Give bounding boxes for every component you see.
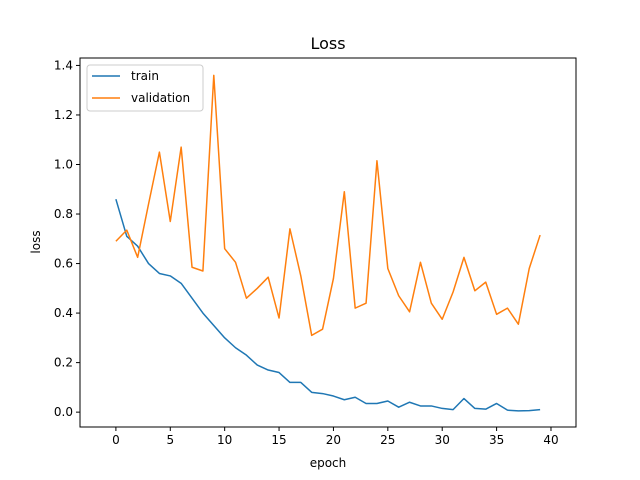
- legend: train validation: [86, 64, 204, 112]
- plot-frame: [79, 57, 577, 428]
- y-tick-label: 0.0: [54, 405, 73, 419]
- x-tick-label: 30: [435, 433, 450, 447]
- y-axis-label: loss: [29, 230, 43, 253]
- x-tick-label: 35: [489, 433, 504, 447]
- x-tick-label: 0: [112, 433, 120, 447]
- y-tick-label: 1.0: [54, 157, 73, 171]
- x-tick-label: 25: [380, 433, 395, 447]
- x-tick-label: 20: [326, 433, 341, 447]
- y-tick-label: 1.4: [54, 58, 73, 72]
- plot-area: [115, 74, 541, 412]
- x-tick-label: 40: [543, 433, 558, 447]
- y-tick-label: 0.2: [54, 356, 73, 370]
- chart-title: Loss: [310, 34, 345, 53]
- x-axis-label: epoch: [310, 456, 347, 470]
- legend-label-validation: validation: [131, 91, 190, 105]
- x-tick-label: 5: [166, 433, 174, 447]
- y-tick-label: 0.6: [54, 257, 73, 271]
- x-tick-label: 10: [217, 433, 232, 447]
- y-axis: 0.0 0.2 0.4 0.6 0.8 1.0 1.2 1.4: [54, 58, 80, 419]
- series-line-validation: [115, 74, 541, 337]
- y-tick-label: 1.2: [54, 108, 73, 122]
- y-tick-label: 0.8: [54, 207, 73, 221]
- series-line-train: [115, 198, 541, 412]
- x-tick-label: 15: [271, 433, 286, 447]
- y-tick-label: 0.4: [54, 306, 73, 320]
- x-axis: 0 5 10 15 20 25 30 35 40: [112, 427, 559, 447]
- legend-label-train: train: [131, 69, 159, 83]
